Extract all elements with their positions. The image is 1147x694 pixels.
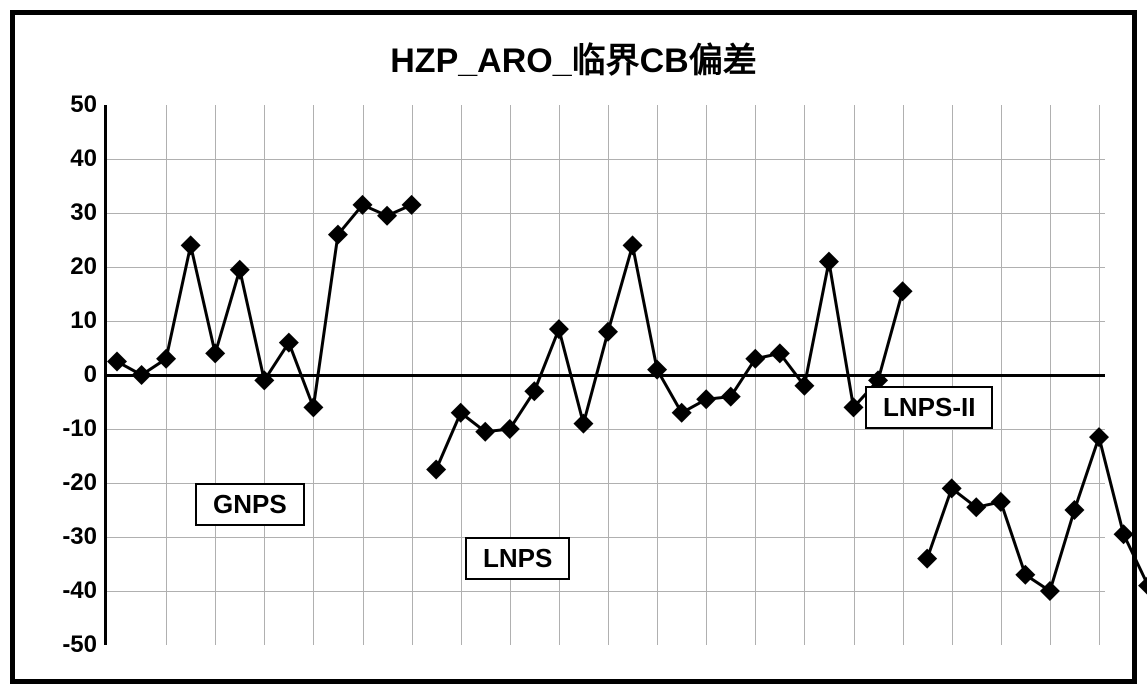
- chart-title: HZP_ARO_临界CB偏差: [390, 33, 756, 82]
- marker-diamond: [132, 365, 152, 385]
- marker-diamond: [672, 403, 692, 423]
- label-box-LNPS-II: LNPS-II: [865, 386, 993, 429]
- marker-diamond: [254, 370, 274, 390]
- y-tick-label: 0: [84, 361, 97, 389]
- marker-diamond: [279, 333, 299, 353]
- marker-diamond: [500, 419, 520, 439]
- marker-diamond: [696, 389, 716, 409]
- marker-diamond: [549, 319, 569, 339]
- plot-area: -50-40-30-20-1001020304050GNPSLNPSLNPS-I…: [105, 105, 1105, 645]
- y-tick-label: 40: [70, 145, 97, 173]
- series-svg: [105, 105, 1105, 645]
- marker-diamond: [573, 414, 593, 434]
- y-tick-label: -40: [62, 577, 97, 605]
- marker-diamond: [205, 343, 225, 363]
- marker-diamond: [402, 195, 422, 215]
- marker-diamond: [1040, 581, 1060, 601]
- label-box-GNPS: GNPS: [195, 483, 305, 526]
- marker-diamond: [377, 206, 397, 226]
- marker-diamond: [1089, 427, 1109, 447]
- y-tick-label: 20: [70, 253, 97, 281]
- y-tick-label: 50: [70, 91, 97, 119]
- series-line-LNPS: [436, 245, 902, 469]
- y-tick-label: 30: [70, 199, 97, 227]
- marker-diamond: [230, 260, 250, 280]
- series-line-LNPS-II: [927, 437, 1147, 591]
- marker-diamond: [303, 397, 323, 417]
- y-tick-label: -20: [62, 469, 97, 497]
- marker-diamond: [1138, 576, 1147, 596]
- y-tick-label: -10: [62, 415, 97, 443]
- marker-diamond: [819, 252, 839, 272]
- marker-diamond: [745, 349, 765, 369]
- y-tick-label: -30: [62, 523, 97, 551]
- marker-diamond: [181, 235, 201, 255]
- marker-diamond: [917, 549, 937, 569]
- marker-diamond: [893, 281, 913, 301]
- chart-frame: HZP_ARO_临界CB偏差 -50 -40 -30 -20 -10 0 10 20 30 40 5…: [10, 10, 1137, 684]
- label-box-LNPS: LNPS: [465, 537, 570, 580]
- marker-diamond: [721, 387, 741, 407]
- y-tick-label: -50: [62, 631, 97, 659]
- marker-diamond: [1114, 524, 1134, 544]
- marker-diamond: [647, 360, 667, 380]
- marker-diamond: [426, 460, 446, 480]
- marker-diamond: [1064, 500, 1084, 520]
- marker-diamond: [598, 322, 618, 342]
- y-tick-label: 10: [70, 307, 97, 335]
- marker-diamond: [107, 352, 127, 372]
- marker-diamond: [156, 349, 176, 369]
- marker-diamond: [991, 492, 1011, 512]
- marker-diamond: [524, 381, 544, 401]
- marker-diamond: [623, 235, 643, 255]
- marker-diamond: [1015, 565, 1035, 585]
